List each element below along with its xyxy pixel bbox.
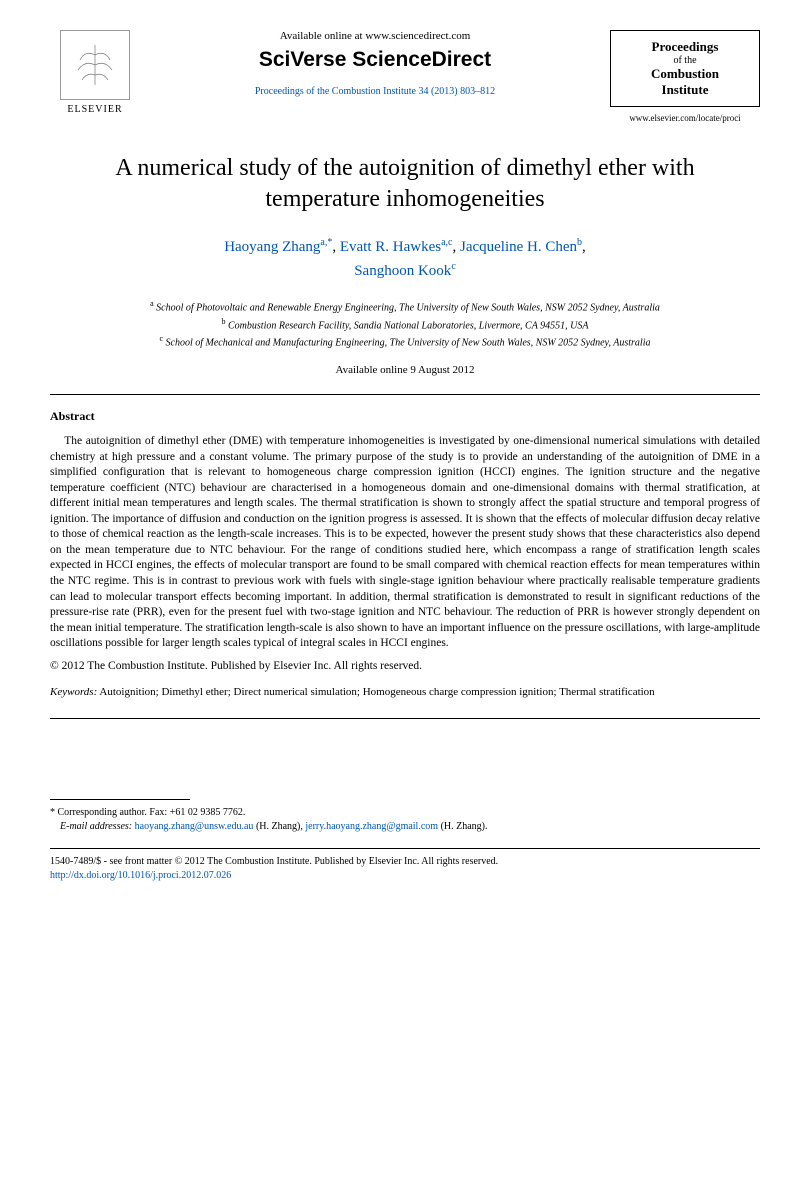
abstract-body: The autoignition of dimethyl ether (DME)… xyxy=(50,434,760,651)
affiliations: a School of Photovoltaic and Renewable E… xyxy=(50,298,760,350)
bottom-info: 1540-7489/$ - see front matter © 2012 Th… xyxy=(50,855,760,883)
footnote-rule xyxy=(50,799,190,800)
platform-brand: SciVerse ScienceDirect xyxy=(150,48,600,72)
author-3[interactable]: Jacqueline H. Chenb xyxy=(460,239,582,255)
page-header: ELSEVIER Available online at www.science… xyxy=(50,30,760,123)
bottom-rule xyxy=(50,848,760,849)
rule-top xyxy=(50,394,760,395)
publisher-name: ELSEVIER xyxy=(67,104,122,115)
author-1[interactable]: Haoyang Zhanga,* xyxy=(224,239,332,255)
affiliation-c: c School of Mechanical and Manufacturing… xyxy=(50,333,760,350)
copyright-line: © 2012 The Combustion Institute. Publish… xyxy=(50,660,760,672)
rule-bottom xyxy=(50,718,760,719)
journal-url[interactable]: www.elsevier.com/locate/proci xyxy=(610,113,760,123)
journal-title-box: Proceedings of the Combustion Institute xyxy=(610,30,760,107)
journal-line-4: Institute xyxy=(617,82,753,98)
email-line: E-mail addresses: haoyang.zhang@unsw.edu… xyxy=(50,820,760,834)
publisher-block: ELSEVIER xyxy=(50,30,140,115)
header-center: Available online at www.sciencedirect.co… xyxy=(140,30,610,97)
journal-line-3: Combustion xyxy=(617,66,753,82)
footnotes: * Corresponding author. Fax: +61 02 9385… xyxy=(50,806,760,834)
email-2[interactable]: jerry.haoyang.zhang@gmail.com xyxy=(305,821,438,832)
affiliation-b: b Combustion Research Facility, Sandia N… xyxy=(50,316,760,333)
corresponding-author: * Corresponding author. Fax: +61 02 9385… xyxy=(50,806,760,820)
available-date: Available online 9 August 2012 xyxy=(50,364,760,376)
journal-line-2: of the xyxy=(617,55,753,66)
author-4[interactable]: Sanghoon Kookc xyxy=(354,263,456,279)
available-online-text: Available online at www.sciencedirect.co… xyxy=(150,30,600,42)
author-2[interactable]: Evatt R. Hawkesa,c xyxy=(340,239,453,255)
affiliation-a: a School of Photovoltaic and Renewable E… xyxy=(50,298,760,315)
journal-line-1: Proceedings xyxy=(617,39,753,55)
keywords: Keywords: Autoignition; Dimethyl ether; … xyxy=(50,686,760,698)
elsevier-tree-icon xyxy=(60,30,130,100)
email-1[interactable]: haoyang.zhang@unsw.edu.au xyxy=(135,821,254,832)
citation-link[interactable]: Proceedings of the Combustion Institute … xyxy=(150,86,600,97)
article-title: A numerical study of the autoignition of… xyxy=(90,153,720,215)
abstract-heading: Abstract xyxy=(50,409,760,424)
keywords-label: Keywords: xyxy=(50,686,97,698)
journal-block: Proceedings of the Combustion Institute … xyxy=(610,30,760,123)
keywords-text: Autoignition; Dimethyl ether; Direct num… xyxy=(97,686,654,698)
email-label: E-mail addresses: xyxy=(60,821,132,832)
issn-line: 1540-7489/$ - see front matter © 2012 Th… xyxy=(50,855,760,869)
author-list: Haoyang Zhanga,*, Evatt R. Hawkesa,c, Ja… xyxy=(50,235,760,282)
doi-link[interactable]: http://dx.doi.org/10.1016/j.proci.2012.0… xyxy=(50,870,231,881)
